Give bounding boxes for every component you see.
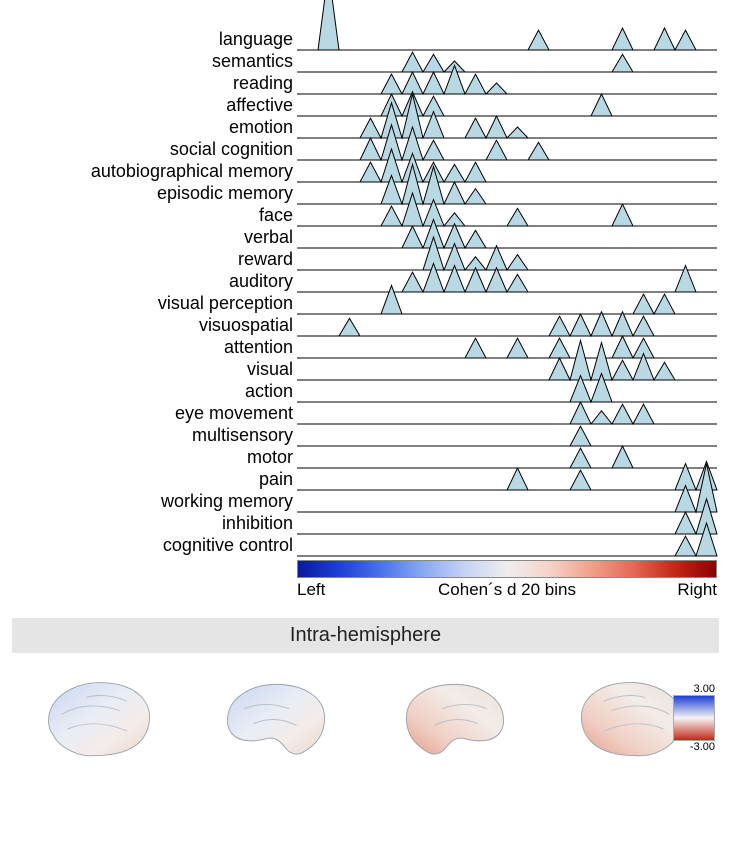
ridge-row-label: language bbox=[219, 28, 293, 50]
brain-panel: 3.00 -3.00 bbox=[12, 663, 719, 773]
ridge-row-label: multisensory bbox=[192, 424, 293, 446]
ridge-row-label: action bbox=[245, 380, 293, 402]
brain-medial-left bbox=[207, 668, 347, 768]
colorbar-mid-label: Cohen´s d 20 bins bbox=[438, 580, 576, 600]
ridge-row-label: pain bbox=[259, 468, 293, 490]
ridge-row-label: working memory bbox=[161, 490, 293, 512]
ridge-row-label: auditory bbox=[229, 270, 293, 292]
ridge-row: cognitive control bbox=[0, 534, 731, 556]
ridge-row-label: reading bbox=[233, 72, 293, 94]
brain-medial-right bbox=[384, 668, 524, 768]
panel-title: Intra-hemisphere bbox=[12, 618, 719, 653]
ridge-row-label: verbal bbox=[244, 226, 293, 248]
ridge-fill bbox=[297, 523, 717, 556]
ridge-row-label: cognitive control bbox=[163, 534, 293, 556]
mini-colorbar-gradient bbox=[673, 695, 715, 741]
colorbar-zone: Left Cohen´s d 20 bins Right bbox=[297, 560, 717, 600]
ridge-row-label: reward bbox=[238, 248, 293, 270]
brain-lateral-left bbox=[30, 668, 170, 768]
ridge-row-svg bbox=[297, 494, 717, 556]
ridge-row-label: face bbox=[259, 204, 293, 226]
ridge-row-label: visual bbox=[247, 358, 293, 380]
ridge-row-label: eye movement bbox=[175, 402, 293, 424]
ridge-row-label: motor bbox=[247, 446, 293, 468]
ridge-row-label: episodic memory bbox=[157, 182, 293, 204]
mini-colorbar-min: -3.00 bbox=[665, 741, 715, 753]
ridgeline-plot: languagesemanticsreadingaffectiveemotion… bbox=[0, 0, 731, 556]
colorbar bbox=[297, 560, 717, 578]
ridge-row-label: social cognition bbox=[170, 138, 293, 160]
ridge-row-label: autobiographical memory bbox=[91, 160, 293, 182]
ridge-row-label: semantics bbox=[212, 50, 293, 72]
ridge-row-label: emotion bbox=[229, 116, 293, 138]
ridge-row-label: affective bbox=[226, 94, 293, 116]
colorbar-labels: Left Cohen´s d 20 bins Right bbox=[297, 578, 717, 600]
colorbar-left-label: Left bbox=[297, 580, 325, 600]
mini-colorbar-max: 3.00 bbox=[665, 683, 715, 695]
colorbar-right-label: Right bbox=[677, 580, 717, 600]
ridge-row-label: visuospatial bbox=[199, 314, 293, 336]
mini-colorbar: 3.00 -3.00 bbox=[665, 683, 715, 753]
ridge-row-label: inhibition bbox=[222, 512, 293, 534]
ridge-row-label: attention bbox=[224, 336, 293, 358]
ridge-row-label: visual perception bbox=[158, 292, 293, 314]
figure-root: languagesemanticsreadingaffectiveemotion… bbox=[0, 0, 731, 773]
